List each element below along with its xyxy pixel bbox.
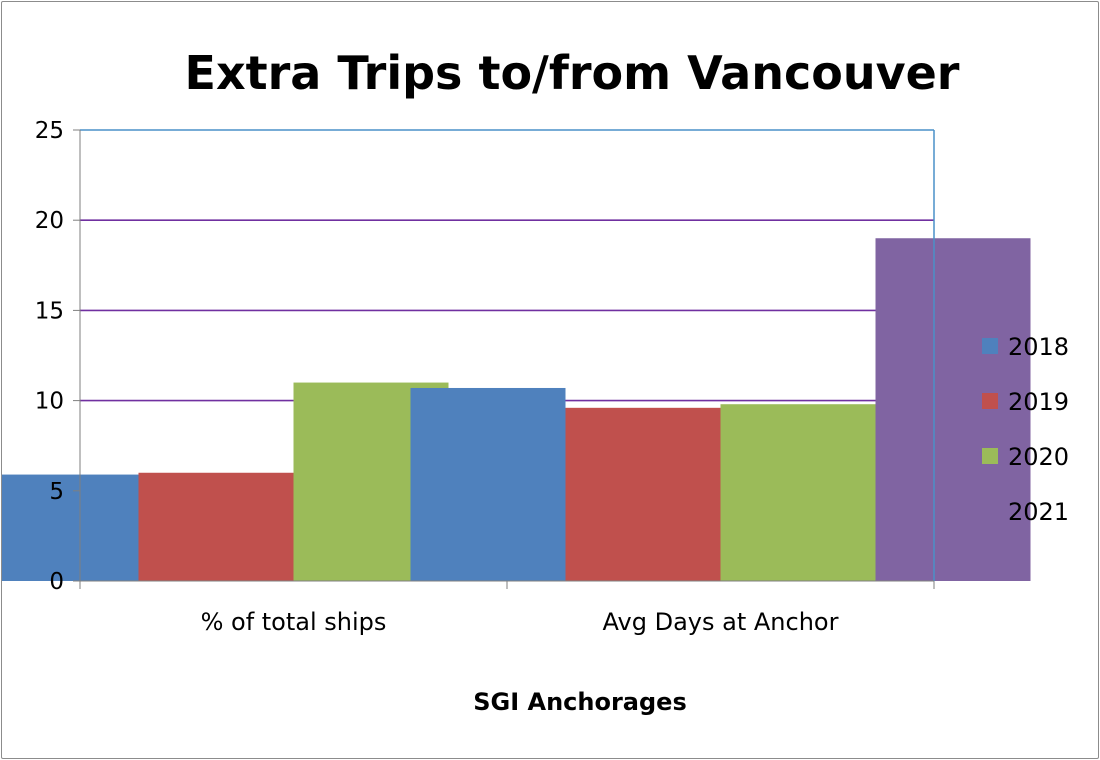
y-tick-label-25: 25 <box>35 118 64 144</box>
bars <box>2 238 1031 582</box>
y-tick-label-15: 15 <box>35 298 64 324</box>
legend-label-2020: 2020 <box>1008 443 1069 471</box>
bar-2021-2 <box>875 238 1031 582</box>
legend-swatch-2019 <box>982 393 998 409</box>
legend-label-2019: 2019 <box>1008 388 1069 416</box>
legend-swatch-2020 <box>982 448 998 464</box>
x-category-label-1: % of total ships <box>201 608 387 636</box>
chart-title: Extra Trips to/from Vancouver <box>185 46 960 100</box>
legend: 2018 2019 2020 2021 <box>982 333 1069 526</box>
legend-swatch-2021 <box>982 503 998 519</box>
bar-2020-2 <box>720 404 876 581</box>
x-axis-label: SGI Anchorages <box>473 688 687 716</box>
y-tick-label-5: 5 <box>49 479 64 505</box>
y-tick-label-0: 0 <box>49 569 64 595</box>
bar-2018-1 <box>2 474 139 581</box>
bar-2018-2 <box>410 387 566 581</box>
y-tick-label-10: 10 <box>35 389 64 415</box>
legend-swatch-2018 <box>982 338 998 354</box>
axes: 0 5 10 15 20 25 % of total ships Avg Days at An… <box>35 118 935 636</box>
bar-2019-1 <box>138 472 294 581</box>
bar-2019-2 <box>565 407 721 581</box>
x-category-label-2: Avg Days at Anchor <box>603 608 839 636</box>
legend-label-2018: 2018 <box>1008 333 1069 361</box>
legend-label-2021: 2021 <box>1008 498 1069 526</box>
y-tick-label-20: 20 <box>35 208 64 234</box>
